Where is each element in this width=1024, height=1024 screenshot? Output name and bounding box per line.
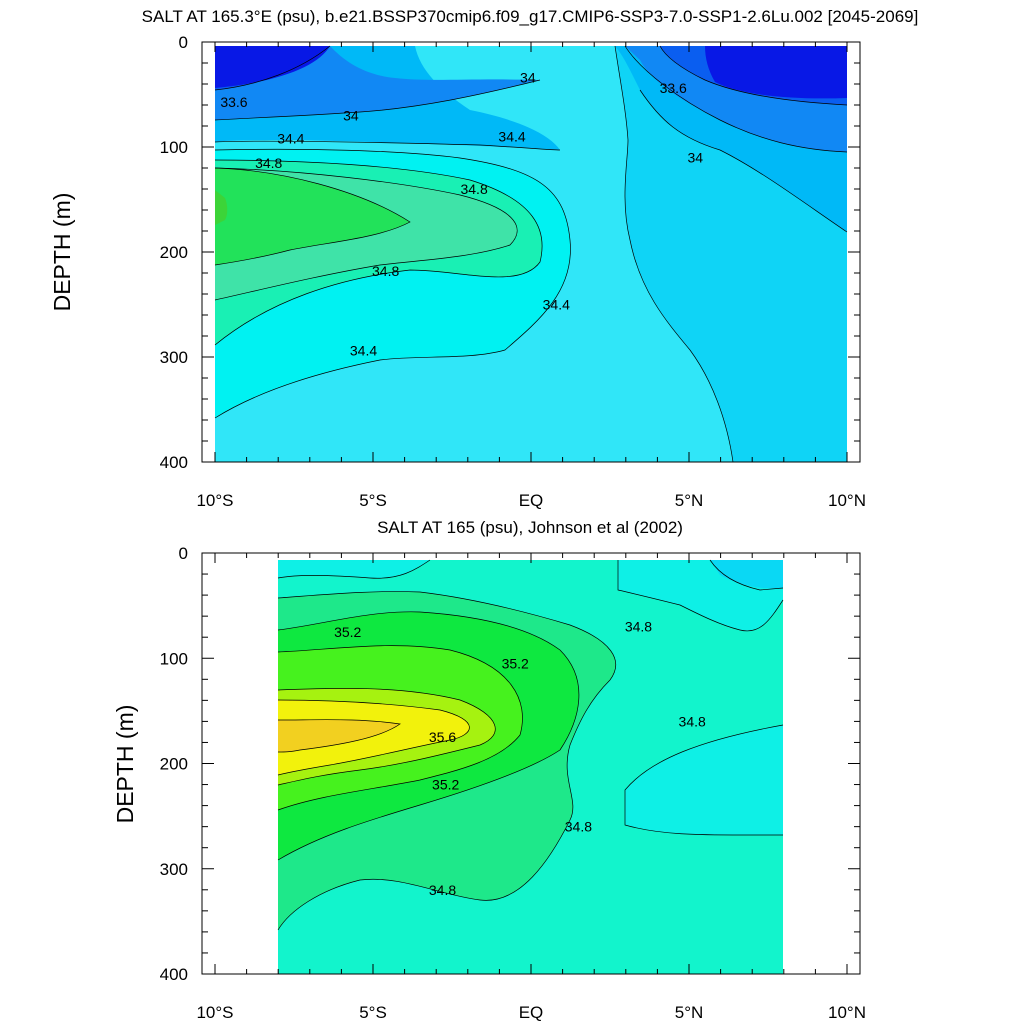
contour-label: 34	[688, 150, 704, 166]
y-tick-label: 400	[160, 453, 188, 472]
bottom-isoline-34.6	[709, 559, 784, 591]
top-band-33.6-33.8	[215, 46, 847, 105]
top-isoline-33.6	[214, 45, 331, 91]
x-tick-label: EQ	[519, 491, 544, 510]
top-band-below-33.6	[215, 46, 847, 99]
contour-label: 33.6	[660, 80, 687, 96]
top-isoline-34.6	[214, 159, 543, 346]
x-tick-label: 5°S	[359, 1003, 387, 1022]
bottom-contour-fill	[278, 560, 783, 974]
top-band-35.4-35.6	[215, 190, 228, 225]
bottom-contour-panel: SALT AT 165 (psu), Johnson et al (2002) …	[112, 518, 866, 1022]
contour-label: 34.8	[460, 181, 487, 197]
top-band-35.2-35.4	[215, 168, 410, 265]
top-isoline-33.8	[214, 79, 541, 121]
contour-label: 35.2	[334, 624, 361, 640]
contour-label: 34.4	[350, 343, 377, 359]
bottom-band-34.6-34.8	[618, 560, 783, 835]
contour-label: 35.2	[502, 656, 529, 672]
contour-label: 35.6	[429, 729, 456, 745]
contour-label: 34.8	[372, 263, 399, 279]
contour-label: 34.8	[565, 819, 592, 835]
top-isoline-33.6	[659, 45, 848, 106]
top-contour-fill	[215, 46, 847, 462]
x-tick-label: 5°N	[675, 491, 704, 510]
top-contour-panel: SALT AT 165.3°E (psu), b.e21.BSSP370cmip…	[49, 7, 918, 510]
y-tick-label: 400	[160, 965, 188, 984]
contour-label: 34.4	[543, 297, 570, 313]
bottom-isoline-35.8	[277, 699, 470, 776]
y-tick-label: 200	[160, 243, 188, 262]
x-tick-label: 10°N	[828, 491, 866, 510]
y-tick-label: 200	[160, 755, 188, 774]
bottom-isoline-35.6	[277, 687, 496, 786]
top-isoline-34.8	[214, 167, 518, 301]
bottom-chart-title: SALT AT 165 (psu), Johnson et al (2002)	[377, 518, 683, 537]
top-axis-ticks: 10°S 5°S EQ 5°N 10°N 0 100 200 300 400	[160, 33, 866, 510]
bottom-contour-labels: 35.2 35.2 34.8 35.6 35.2 34.8 34.8 34.8	[334, 619, 706, 898]
top-band-33.8-34.0	[215, 46, 847, 152]
y-tick-label: 0	[179, 33, 188, 52]
top-isoline-33.8	[624, 45, 848, 153]
top-contour-lines	[214, 45, 848, 463]
x-tick-label: EQ	[519, 1003, 544, 1022]
bottom-isoline-34.8	[624, 724, 784, 836]
bottom-band-35.8-36.0	[278, 700, 470, 775]
bottom-isoline-35.0	[277, 591, 616, 931]
top-isoline-34.4	[214, 148, 571, 419]
contour-label: 33.6	[220, 94, 247, 110]
bottom-band-34.4-34.6	[710, 560, 783, 589]
top-isoline-34.2	[639, 89, 848, 233]
contour-label: 35.2	[432, 777, 459, 793]
x-tick-label: 10°S	[196, 491, 233, 510]
x-tick-label: 5°S	[359, 491, 387, 510]
top-isoline-35.0	[214, 167, 411, 266]
contour-label: 34	[520, 70, 536, 86]
top-y-axis-label: DEPTH (m)	[49, 193, 75, 312]
y-tick-label: 300	[160, 348, 188, 367]
top-chart-title: SALT AT 165.3°E (psu), b.e21.BSSP370cmip…	[142, 7, 919, 26]
bottom-isoline-35.4	[277, 645, 523, 811]
top-isoline-34.2	[614, 45, 734, 463]
y-tick-label: 100	[160, 138, 188, 157]
contour-label: 34.8	[255, 155, 282, 171]
bottom-isoline-35.2	[277, 611, 580, 861]
bottom-band-above-36.0	[278, 719, 400, 752]
x-tick-label: 10°N	[828, 1003, 866, 1022]
bottom-isoline-34.8	[617, 560, 784, 632]
bottom-y-axis-label: DEPTH (m)	[112, 705, 138, 824]
y-tick-label: 300	[160, 860, 188, 879]
y-tick-label: 0	[179, 544, 188, 563]
x-tick-label: 10°S	[196, 1003, 233, 1022]
contour-label: 34	[343, 108, 359, 124]
y-tick-label: 100	[160, 649, 188, 668]
contour-label: 34.8	[625, 619, 652, 635]
contour-label: 34.4	[277, 131, 304, 147]
contour-label: 34.8	[429, 882, 456, 898]
bottom-isoline-36.0	[277, 719, 401, 753]
contour-label: 34.8	[679, 713, 706, 729]
top-isoline-34.0	[214, 140, 561, 151]
bottom-band-34.6-34.8	[278, 560, 430, 579]
top-contour-labels: 33.6 34 34.4 34.8 34 34.4 34.8 34.8 34.4 34.4 33.6…	[220, 70, 704, 359]
bottom-isoline-34.8	[277, 559, 431, 579]
x-tick-label: 5°N	[675, 1003, 704, 1022]
contour-label: 34.4	[498, 129, 525, 145]
bottom-axis-ticks: 10°S 5°S EQ 5°N 10°N 0 100 200 300 400	[160, 544, 866, 1022]
bottom-contour-lines	[277, 559, 784, 931]
